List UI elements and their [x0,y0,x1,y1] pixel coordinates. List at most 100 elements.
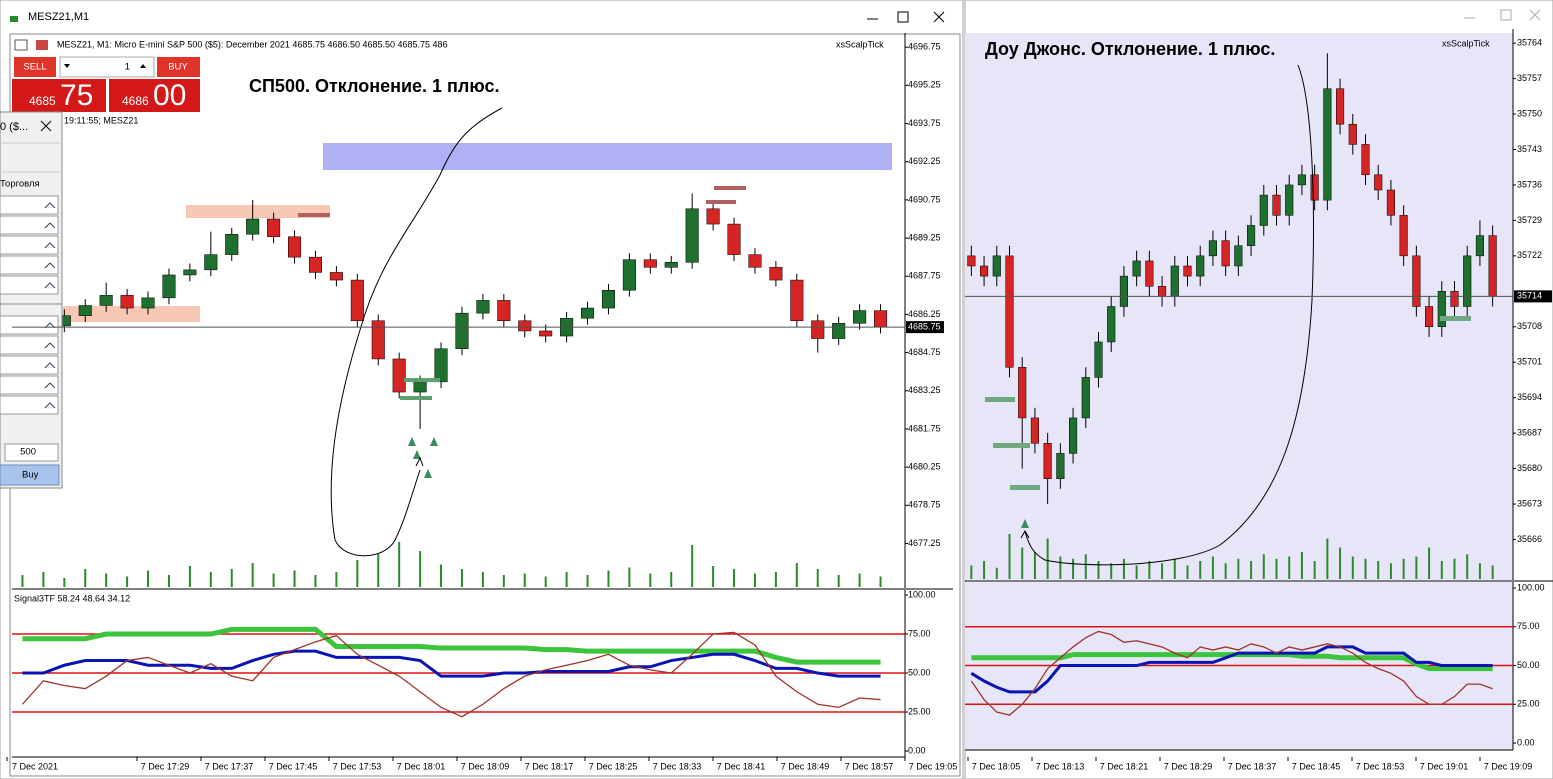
current-price-box [906,321,944,334]
input[interactable] [0,335,59,355]
candle-body [539,330,553,337]
time-info: 19:11:55; MESZ21 [64,115,138,125]
y-tick-label: 4681.75 [908,423,941,433]
x-tick-label: 7 Dec 18:33 [653,761,702,771]
input[interactable] [0,275,59,295]
candle-body [476,300,490,314]
close-button[interactable] [933,11,945,23]
lot-input[interactable] [59,56,155,78]
candle-body [120,295,134,309]
candle-body [371,320,385,360]
candle-body [1094,341,1103,378]
buy-price: 4686 [122,94,149,108]
candle-body [1221,240,1230,267]
indicator-line [970,645,1493,694]
lot-value: 1 [125,62,130,73]
candle-body [267,218,281,238]
maximize-button[interactable] [1500,9,1512,21]
candle-body [1196,255,1205,277]
input[interactable] [0,255,59,275]
candle-body [832,323,846,339]
input[interactable] [0,395,59,415]
dialog-tab: Торговля [0,179,40,190]
y-tick-label: 35680 [1517,463,1542,473]
y-tick-label: 4684.75 [908,347,941,357]
candle-body [99,295,113,306]
y-tick-label: 35736 [1517,179,1542,189]
candle-body [329,272,343,281]
indicator-name: xsScalpTick [1442,38,1490,48]
candle-body [1463,255,1472,307]
input[interactable] [0,195,59,215]
candle-body [727,223,741,255]
sell-button[interactable] [14,57,56,77]
candle-body [1247,225,1256,246]
y-tick-label: 4690.75 [908,194,941,204]
maximize-button[interactable] [897,11,909,23]
indicator-line [970,630,1493,716]
y-tick-label: 50.00 [1517,660,1540,670]
y-tick-label: 35666 [1517,534,1542,544]
indicator-line [22,649,881,678]
x-tick-label: 7 Dec 18:17 [525,761,574,771]
candle-body [1056,453,1065,479]
dialog-title: 0 ($... [0,121,28,133]
y-tick-label: 4677.25 [908,538,941,548]
level-marker [400,396,432,400]
y-tick-label: 35729 [1517,215,1542,225]
window-title: MESZ21,M1 [28,11,89,23]
candle-body [685,208,699,263]
y-tick-label: 35764 [1517,38,1542,48]
sell-price-box[interactable] [12,79,106,112]
x-tick-label: 7 Dec 18:41 [717,761,766,771]
level-marker [985,397,1015,402]
y-tick-label: 35673 [1517,498,1542,508]
indicator-line [21,631,881,718]
buy-button[interactable] [157,57,200,77]
dialog-buy-button[interactable] [0,464,60,486]
candle-body [1259,194,1268,226]
level-marker [706,200,736,204]
candle-body [1450,291,1459,307]
candle-body [1170,265,1179,297]
candle-body [1412,255,1421,307]
candle-body [1107,306,1116,343]
input[interactable] [0,375,59,395]
candle-body [1297,174,1306,186]
candle-body [392,358,406,393]
header-icon [36,40,48,50]
candle-body [204,254,218,271]
input[interactable] [0,355,59,375]
y-tick-label: 35743 [1517,144,1542,154]
candle-body [455,312,469,350]
x-tick-label: 7 Dec 17:45 [269,761,318,771]
x-tick-label: 7 Dec 18:25 [589,761,638,771]
candle-body [1425,306,1434,328]
candle-body [78,305,92,316]
y-tick-label: 35687 [1517,427,1542,437]
candle-body [967,255,976,267]
level-marker [1440,316,1471,321]
input[interactable] [0,235,59,255]
candle-body [246,218,260,235]
candle-body [1030,417,1039,444]
buy-price-box[interactable] [109,79,200,112]
level-marker [404,378,440,382]
y-tick-label: 35722 [1517,250,1542,260]
x-tick-label: 7 Dec 19:05 [909,761,958,771]
sell-label: SELL [23,62,46,73]
annotation: СП500. Отклонение. 1 плюс. [249,76,500,96]
candle-body [1119,275,1128,307]
y-tick-label: 4678.75 [908,500,941,510]
y-tick-label: 0.00 [908,745,926,755]
annotation: Доу Джонс. Отклонение. 1 плюс. [985,39,1275,59]
input[interactable] [0,315,59,335]
y-tick-label: 35750 [1517,108,1542,118]
candle-body [811,320,825,339]
close-button[interactable] [1529,9,1541,21]
volume-input[interactable] [4,443,59,462]
dialog-close[interactable] [40,120,52,132]
input[interactable] [0,215,59,235]
y-tick-label: 4692.25 [908,156,941,166]
x-tick-label: 7 Dec 18:21 [1100,761,1149,771]
